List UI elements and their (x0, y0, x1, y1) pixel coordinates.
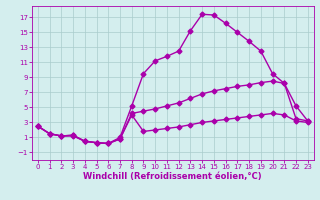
X-axis label: Windchill (Refroidissement éolien,°C): Windchill (Refroidissement éolien,°C) (84, 172, 262, 181)
